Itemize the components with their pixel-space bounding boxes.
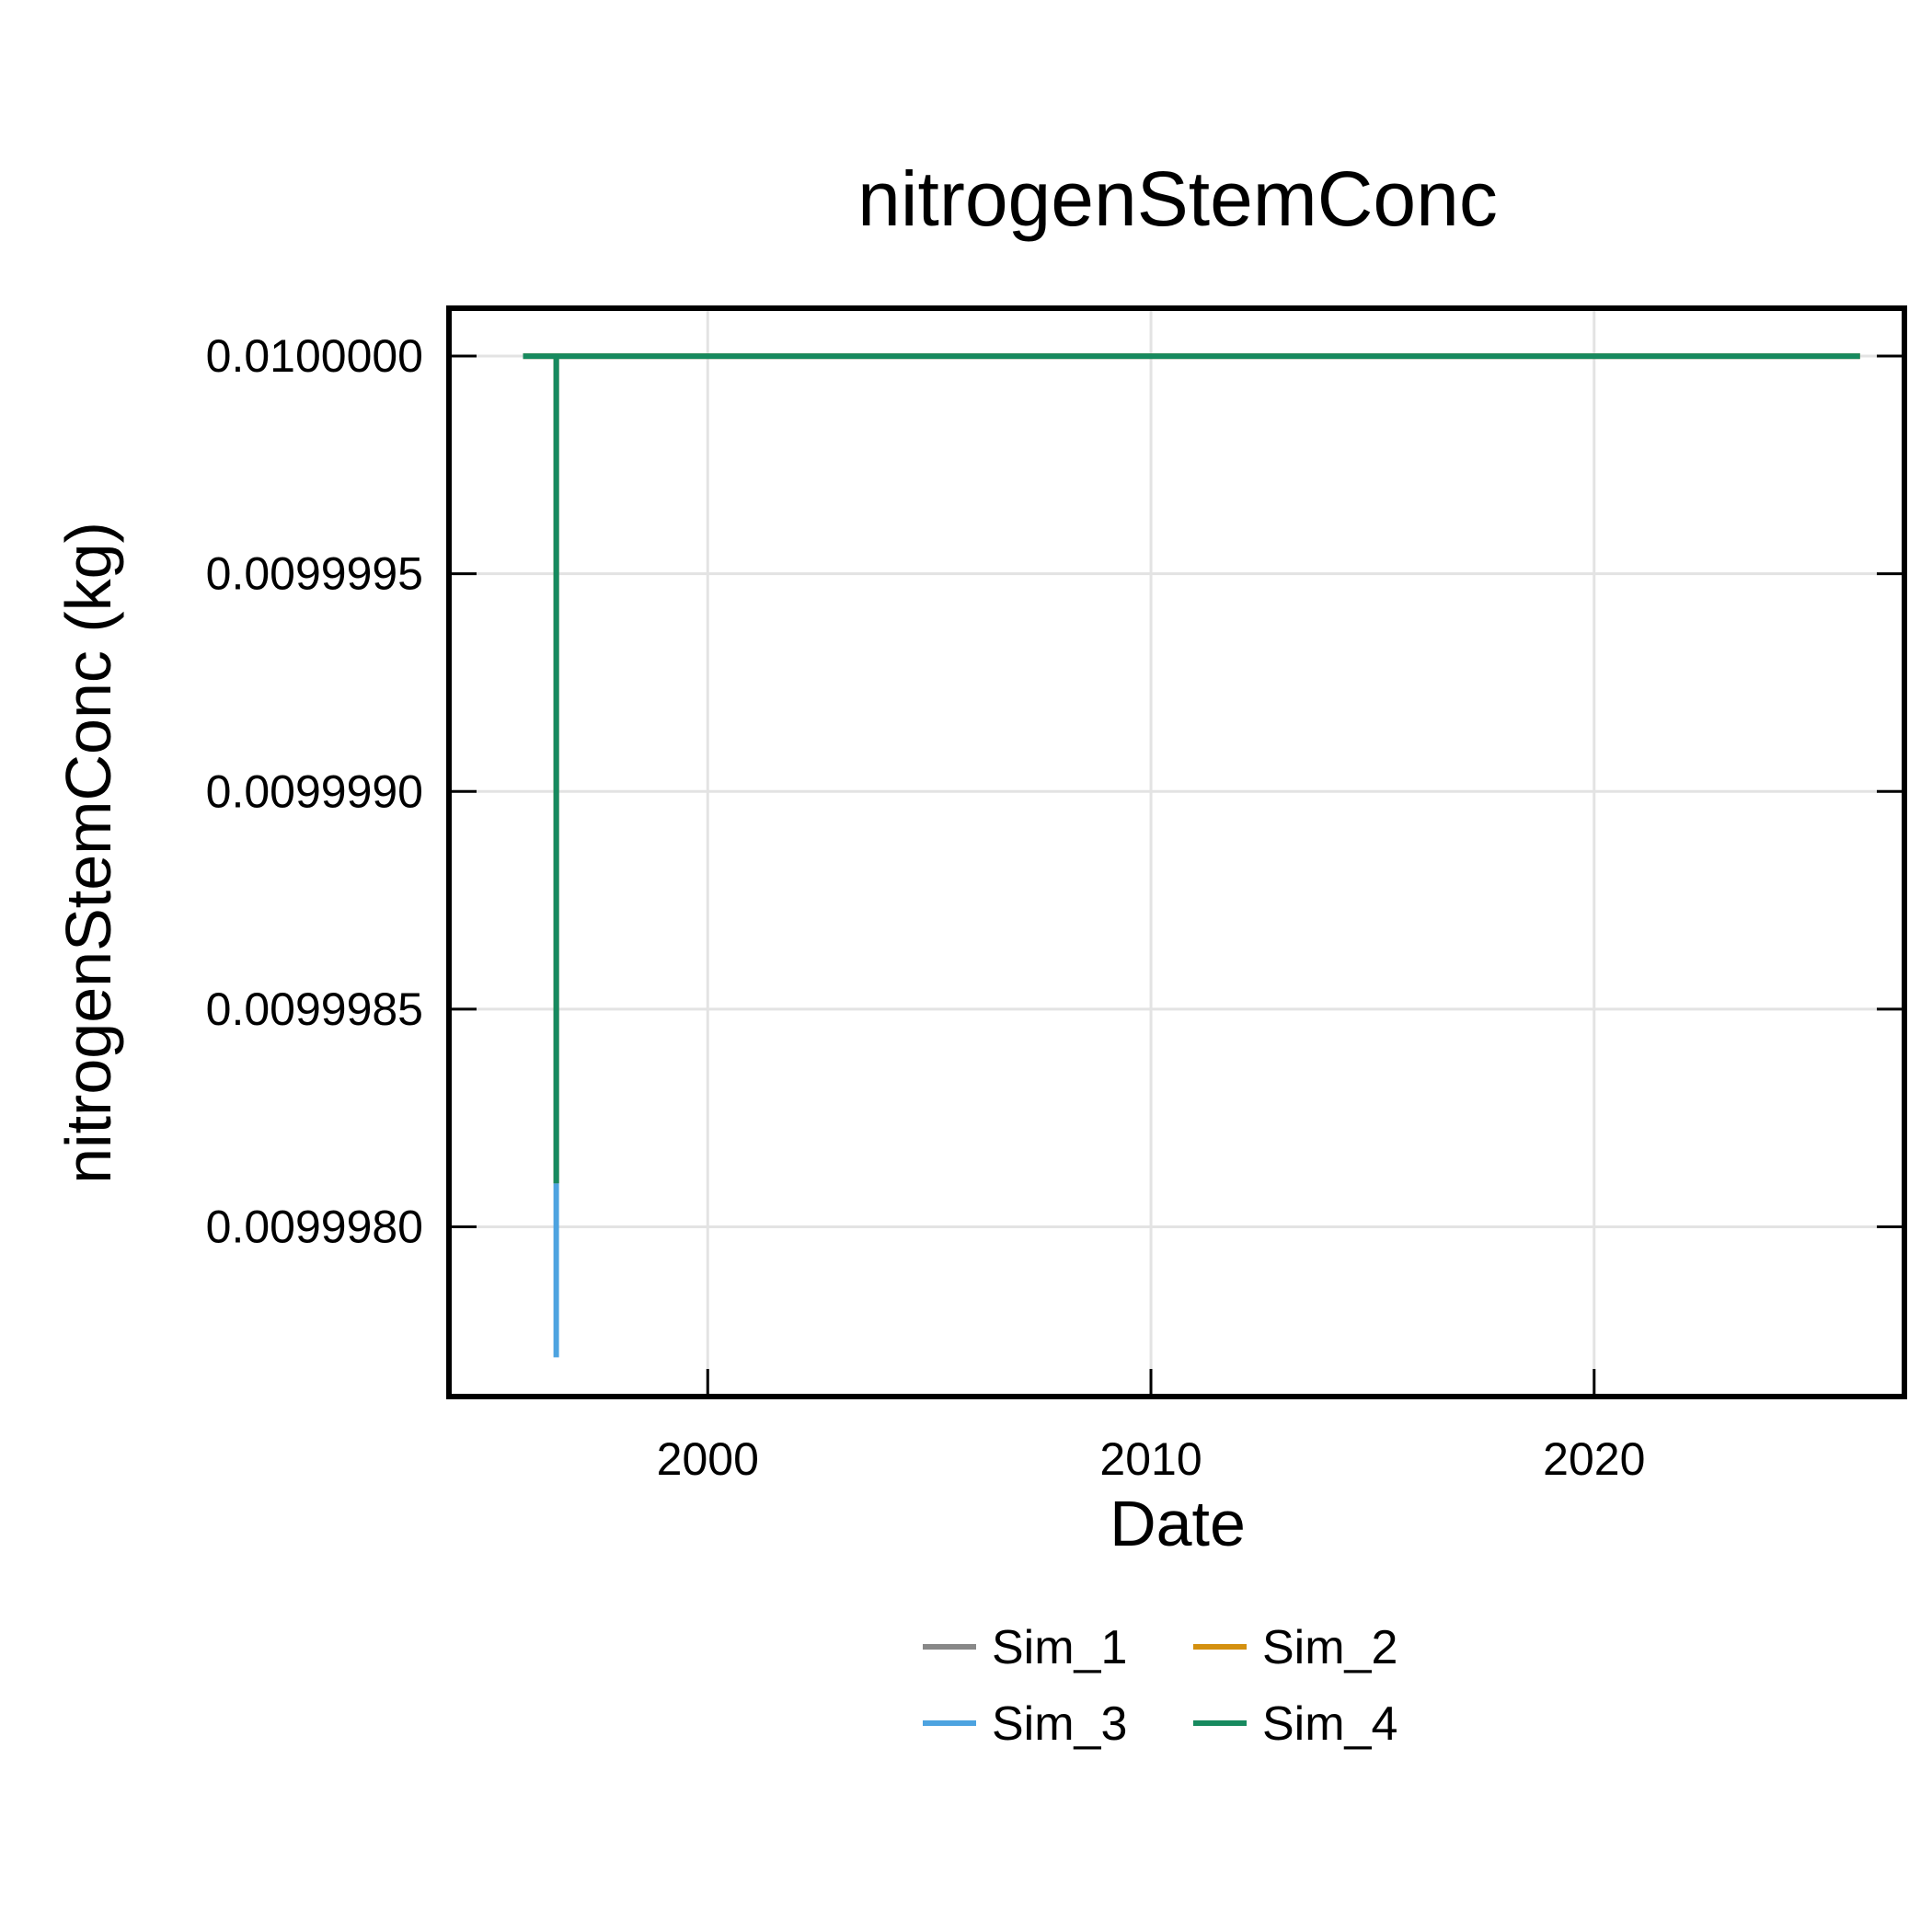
y-tick-label: 0.0099995	[206, 548, 423, 600]
series-line-sim-4	[523, 353, 1860, 1184]
series-line-sim-3	[523, 353, 1860, 1358]
y-tick-label: 0.0099980	[206, 1201, 423, 1252]
legend-sim-2-label: Sim_2	[1262, 1621, 1397, 1674]
legend-sim-4-label: Sim_4	[1262, 1697, 1397, 1751]
x-tick-label: 2000	[657, 1433, 759, 1485]
plot-frame	[446, 305, 1907, 1399]
series-line-sim-2	[523, 353, 1860, 1184]
legend-sim-1-label: Sim_1	[992, 1621, 1127, 1674]
x-axis-label: Date	[1110, 1488, 1246, 1559]
y-tick-label: 0.0099990	[206, 765, 423, 817]
y-tick-label: 0.0099985	[206, 983, 423, 1035]
y-tick-label: 0.0100000	[206, 330, 423, 382]
axis-ticks: 2000 2010 2020 0.0099980 0.0099985 0.0099990 0…	[206, 330, 1904, 1485]
series-lines	[523, 353, 1860, 1358]
x-tick-label: 2010	[1099, 1433, 1202, 1485]
y-axis-label: nitrogenStemConc (kg)	[52, 522, 124, 1184]
gridlines	[449, 308, 1904, 1397]
x-tick-label: 2020	[1543, 1433, 1645, 1485]
legend-sim-3-label: Sim_3	[992, 1697, 1127, 1751]
legend: Sim_1 Sim_2 Sim_3 Sim_4	[923, 1621, 1397, 1751]
series-line-sim-1	[523, 353, 1860, 1184]
chart-title: nitrogenStemConc	[857, 155, 1498, 242]
